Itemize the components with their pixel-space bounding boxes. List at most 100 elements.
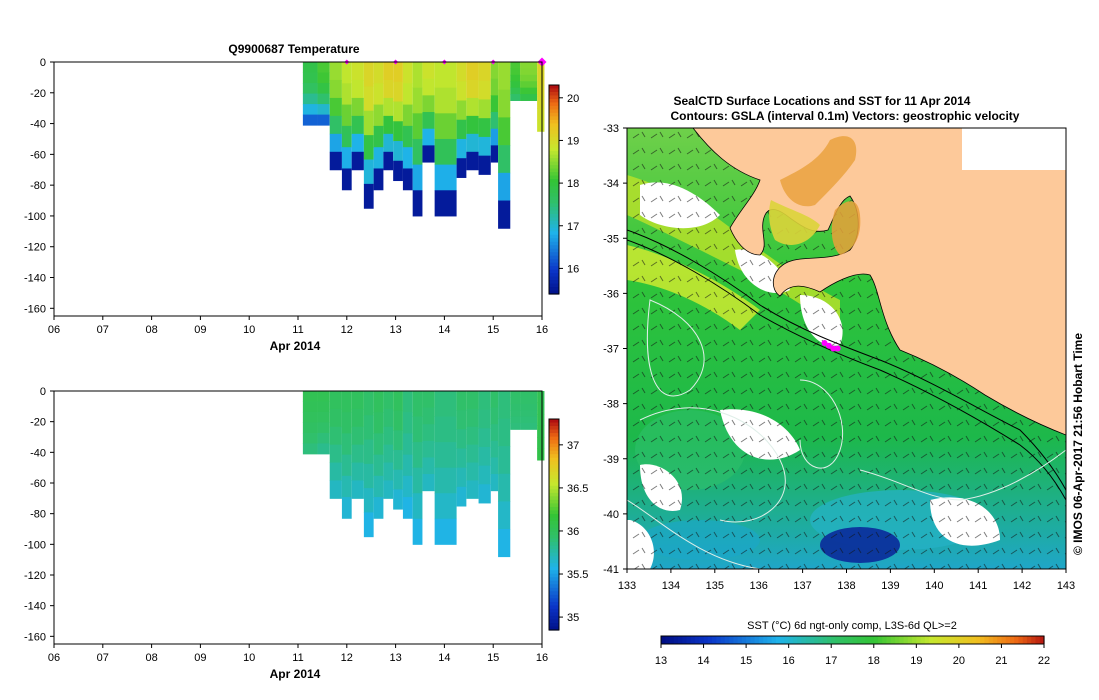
sst-colorbar-swatch [741, 636, 747, 644]
no-data-corner [962, 128, 1066, 170]
profile-cell [363, 512, 374, 538]
profile-cell [520, 81, 538, 89]
sst-colorbar-swatch [750, 636, 756, 644]
profile-cell [329, 151, 342, 171]
profile-cell [422, 457, 435, 475]
profile-cell [456, 429, 467, 449]
sst-colorbar-swatch [890, 636, 896, 644]
colorbar-swatch [549, 175, 559, 180]
sst-colorbar-swatch [865, 636, 871, 644]
profile-cell [302, 391, 318, 402]
profile-cell [383, 97, 394, 117]
sst-colorbar-tick-label: 18 [868, 655, 880, 667]
profile-cell [510, 416, 521, 424]
colorbar-swatch [549, 119, 559, 124]
profile-cell [412, 416, 423, 443]
sst-colorbar-swatch [712, 636, 717, 644]
spencer-gulf-sst [780, 136, 857, 207]
sst-colorbar-swatch [1014, 636, 1020, 644]
profile-cell [422, 128, 435, 146]
sst-colorbar-swatch [988, 636, 994, 644]
x-tick-label: 07 [97, 652, 109, 664]
colorbar-swatch [549, 224, 559, 229]
profile-cell [466, 97, 479, 117]
profile-cell [434, 87, 457, 114]
profile-cell [341, 125, 352, 148]
profile-cell [490, 78, 499, 96]
salinity-profiles [302, 391, 545, 558]
y-tick-label: -60 [30, 478, 46, 490]
profile-cell [434, 416, 457, 443]
profile-cell [302, 72, 318, 84]
profile-cell [317, 114, 330, 126]
colorbar-swatch [549, 503, 559, 508]
colorbar-swatch [549, 234, 559, 239]
profile-cell [363, 183, 374, 209]
gulf-warm-water [769, 200, 820, 245]
profile-cell [478, 136, 491, 157]
colorbar-swatch [549, 542, 559, 547]
profile-cell [478, 391, 491, 411]
profile-cell [520, 391, 538, 398]
sst-colorbar-swatch [763, 636, 768, 644]
profile-cell [373, 412, 384, 434]
lon-tick-label: 136 [750, 580, 768, 592]
profile-cell [520, 94, 538, 101]
colorbar-swatch [549, 210, 559, 215]
sst-colorbar-swatch [758, 636, 764, 644]
sst-colorbar-swatch [912, 636, 917, 644]
sst-colorbar-swatch [869, 636, 875, 644]
temperature-colorbar: 16 17 18 19 20 [548, 84, 579, 295]
profile-cell [329, 97, 342, 117]
sst-colorbar-swatch [797, 636, 803, 644]
profile-cell [341, 147, 352, 169]
profile-cell [537, 108, 545, 121]
profile-cell [302, 93, 318, 105]
sst-colorbar-tick-label: 15 [740, 655, 752, 667]
profile-cell [393, 81, 403, 103]
profile-cell [363, 62, 374, 87]
profile-cell [490, 145, 499, 163]
gsla-contour-5 [627, 499, 761, 569]
sst-colorbar-swatch [720, 636, 726, 644]
colorbar-swatch [549, 220, 559, 225]
colorbar-swatch [549, 105, 559, 110]
y-tick-label: -100 [24, 211, 46, 223]
bathymetry-contour-2 [627, 239, 1066, 501]
sst-colorbar-tick-label: 16 [783, 655, 795, 667]
colorbar-swatch [549, 580, 559, 585]
sst-colorbar-swatch [941, 636, 947, 644]
sst-colorbar-swatch [992, 636, 998, 644]
y-tick-label: 0 [40, 57, 46, 69]
profile-cell [402, 412, 413, 434]
colorbar-swatch [549, 252, 559, 257]
colorbar-swatch [549, 598, 559, 603]
profile-cell [363, 135, 374, 160]
colorbar-swatch [549, 482, 559, 487]
sst-colorbar-swatch [839, 636, 845, 644]
colorbar-swatch [549, 280, 559, 285]
sst-colorbar-swatch [899, 636, 905, 644]
colorbar-frame [548, 418, 560, 631]
sst-colorbar-tick-label: 22 [1038, 655, 1050, 667]
colorbar-swatch [549, 436, 559, 441]
profile-cell [490, 424, 499, 442]
profile-cell [412, 164, 423, 191]
profile-cell [434, 113, 457, 140]
colorbar-swatch [549, 552, 559, 557]
profile-cell [456, 391, 467, 411]
profile-cell [402, 104, 413, 127]
profile-cell [383, 426, 394, 446]
profile-cell [422, 145, 435, 163]
x-tick-label: 16 [536, 652, 548, 664]
colorbar-tick-label: 16 [567, 263, 579, 275]
profile-cell [466, 391, 479, 410]
gsla-contour-3 [799, 379, 844, 469]
profile-cell [393, 469, 403, 490]
profile-cell [456, 410, 467, 430]
lat-tick-label: -35 [603, 233, 619, 245]
sst-colorbar-swatch [729, 636, 734, 644]
profile-cell [383, 79, 394, 99]
profile-cell [520, 397, 538, 405]
profile-cell [373, 168, 384, 191]
